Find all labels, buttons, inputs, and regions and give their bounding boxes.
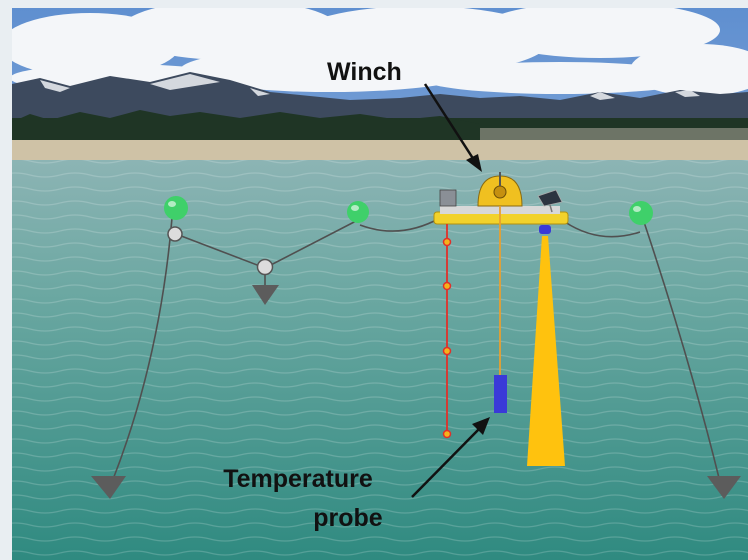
mooring-line-center	[359, 217, 441, 232]
sensor-chain	[442, 224, 452, 439]
buoys	[164, 196, 653, 225]
top-border	[0, 0, 748, 8]
mooring-line-left-down	[111, 217, 173, 483]
winch-icon	[477, 172, 523, 207]
sonar-beam	[527, 236, 565, 466]
winch-arrow	[423, 83, 482, 172]
equipment-box	[439, 189, 457, 207]
beach	[12, 140, 748, 162]
mooring-line-right-down	[643, 221, 721, 483]
clouds	[0, 0, 748, 96]
sensor-node	[442, 237, 452, 247]
sonar-transducer	[539, 225, 551, 234]
sensor-node	[442, 281, 452, 291]
buoy-center	[347, 201, 369, 223]
probe-arrow	[411, 417, 490, 498]
buoy-left	[164, 196, 188, 220]
mooring-line-right	[564, 221, 641, 238]
anchor-right-icon	[707, 476, 741, 499]
pulley-ring-center	[256, 258, 274, 276]
tree-tops	[12, 110, 748, 130]
winch-label: Winch	[327, 58, 402, 86]
sensor-node	[442, 429, 452, 439]
temperature-probe-label-line2: probe	[313, 504, 383, 532]
anchors	[91, 285, 741, 499]
solar-panel-icon	[537, 189, 563, 213]
left-border	[0, 0, 12, 560]
buoy-right	[629, 201, 653, 225]
water-ripples	[12, 160, 748, 560]
temperature-probe	[494, 375, 507, 413]
sensor-node	[442, 346, 452, 356]
mountain-snow	[40, 74, 700, 100]
anchor-center-icon	[252, 285, 279, 305]
anchor-left-icon	[91, 476, 126, 499]
temperature-probe-label-line1: Temperature	[223, 465, 373, 493]
pulley-ring-left	[167, 226, 183, 242]
